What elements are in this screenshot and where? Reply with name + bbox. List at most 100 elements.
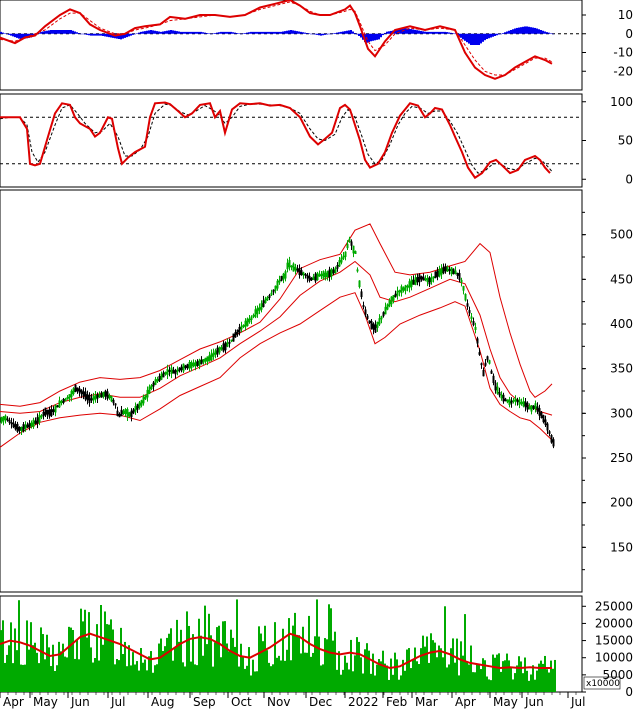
macd-histogram-bar bbox=[534, 27, 536, 34]
candle-body bbox=[94, 394, 97, 400]
volume-bar bbox=[292, 625, 294, 692]
candle-body bbox=[154, 379, 157, 385]
x-tick-label: Jun bbox=[70, 695, 90, 709]
macd-histogram-bar bbox=[96, 33, 98, 36]
volume-bar bbox=[64, 656, 66, 692]
macd-histogram-bar bbox=[220, 31, 222, 34]
x-tick-label: Oct bbox=[231, 695, 252, 709]
volume-bar bbox=[322, 664, 324, 692]
macd-histogram-bar bbox=[158, 31, 160, 34]
candle-body bbox=[90, 398, 93, 401]
macd-panel: 10 0 -10 -20 bbox=[0, 0, 633, 80]
macd-histogram-bar bbox=[6, 33, 8, 35]
macd-histogram-bar bbox=[482, 33, 484, 42]
candle-body bbox=[214, 350, 217, 355]
volume-bar bbox=[50, 666, 52, 692]
candle-body bbox=[440, 268, 443, 275]
volume-bar bbox=[328, 604, 330, 692]
volume-bar bbox=[508, 660, 510, 692]
volume-bar bbox=[252, 659, 254, 692]
macd-histogram-bar bbox=[438, 31, 440, 34]
macd-histogram-bar bbox=[524, 26, 526, 34]
volume-bar bbox=[114, 664, 116, 692]
macd-histogram-bar bbox=[520, 27, 522, 34]
macd-histogram-bar bbox=[88, 33, 90, 36]
macd-histogram-bar bbox=[432, 31, 434, 34]
candle-body bbox=[210, 353, 213, 361]
macd-histogram-bar bbox=[102, 33, 104, 36]
macd-histogram-bar bbox=[212, 33, 214, 34]
volume-bar bbox=[390, 658, 392, 692]
candle-body bbox=[302, 272, 305, 276]
candle-body bbox=[188, 362, 191, 369]
volume-bar bbox=[186, 611, 188, 692]
candle-body bbox=[340, 257, 343, 263]
macd-histogram-bar bbox=[74, 31, 76, 34]
volume-bar bbox=[86, 637, 88, 692]
candle-body bbox=[72, 388, 75, 395]
macd-histogram-bar bbox=[152, 30, 154, 34]
volume-bar bbox=[396, 659, 398, 692]
macd-histogram-bar bbox=[434, 31, 436, 34]
candle-body bbox=[332, 269, 335, 274]
volume-bar bbox=[550, 660, 552, 692]
candle-body bbox=[492, 375, 495, 383]
candle-body bbox=[160, 373, 163, 380]
volume-bar bbox=[368, 650, 370, 692]
volume-bar bbox=[398, 679, 400, 692]
macd-histogram-bar bbox=[278, 31, 280, 34]
volume-bar bbox=[344, 655, 346, 692]
macd-histogram-bar bbox=[206, 33, 208, 34]
candle-body bbox=[168, 370, 171, 372]
candle-body bbox=[220, 347, 223, 350]
macd-histogram-bar bbox=[312, 33, 314, 35]
volume-bar bbox=[196, 665, 198, 692]
candle-body bbox=[376, 321, 379, 328]
volume-bar bbox=[466, 661, 468, 692]
macd-histogram-bar bbox=[202, 32, 204, 34]
candle-body bbox=[298, 267, 301, 276]
candle-body bbox=[518, 399, 521, 405]
candle-body bbox=[356, 269, 359, 272]
volume-bar bbox=[264, 625, 266, 692]
volume-bar bbox=[324, 638, 326, 692]
candle-body bbox=[428, 277, 431, 285]
macd-histogram-bar bbox=[210, 33, 212, 35]
volume-bar bbox=[28, 649, 30, 692]
candle-body bbox=[18, 426, 21, 431]
macd-histogram-bar bbox=[94, 33, 96, 36]
macd-histogram-bar bbox=[180, 31, 182, 34]
macd-histogram-bar bbox=[452, 33, 454, 34]
candle-body bbox=[466, 303, 469, 307]
volume-bar bbox=[206, 644, 208, 692]
volume-bar bbox=[262, 641, 264, 692]
candle-body bbox=[404, 285, 407, 292]
macd-histogram-bar bbox=[538, 29, 540, 34]
candle-body bbox=[486, 356, 489, 361]
candle-body bbox=[112, 399, 115, 404]
macd-histogram-bar bbox=[440, 31, 442, 34]
macd-histogram-bar bbox=[394, 30, 396, 34]
volume-bar bbox=[464, 614, 466, 692]
candle-body bbox=[470, 316, 473, 319]
volume-bar bbox=[212, 666, 214, 692]
y-tick-label: 15000 bbox=[595, 634, 633, 648]
macd-histogram-bar bbox=[192, 31, 194, 34]
y-tick-label: 200 bbox=[610, 496, 633, 510]
candle-body bbox=[366, 315, 369, 319]
candle-body bbox=[500, 394, 503, 399]
volume-bar bbox=[142, 662, 144, 692]
volume-bar bbox=[92, 662, 94, 692]
volume-bar bbox=[260, 633, 262, 692]
volume-bar bbox=[440, 648, 442, 692]
volume-bar bbox=[364, 649, 366, 692]
volume-bar bbox=[384, 663, 386, 692]
candle-body bbox=[56, 405, 59, 408]
macd-histogram-bar bbox=[350, 30, 352, 34]
macd-histogram-bar bbox=[134, 33, 136, 35]
macd-histogram-bar bbox=[488, 33, 490, 39]
macd-histogram-bar bbox=[92, 33, 94, 36]
candle-body bbox=[506, 399, 509, 403]
candle-body bbox=[422, 276, 425, 281]
candle-body bbox=[348, 238, 351, 243]
